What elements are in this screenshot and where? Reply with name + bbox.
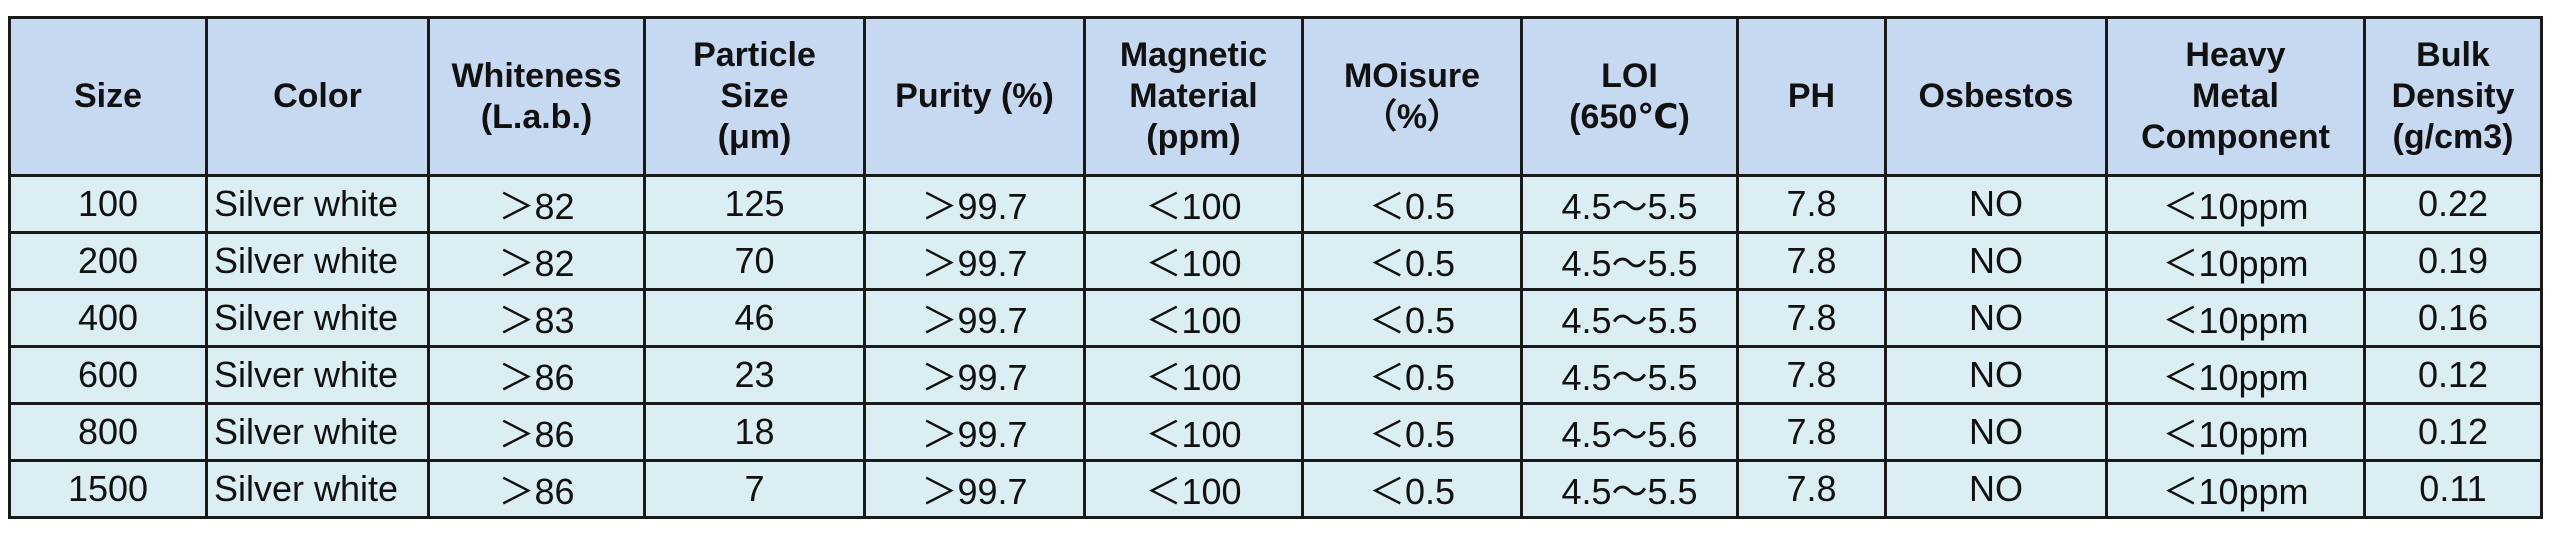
header-cell: PH: [1736, 16, 1887, 177]
table-cell: ＜0.5: [1301, 174, 1523, 234]
table-cell: ＜100: [1083, 288, 1304, 348]
table-cell: ＜100: [1083, 174, 1304, 234]
table-cell: Silver white: [205, 402, 430, 462]
table-cell: ＜10ppm: [2105, 288, 2366, 348]
table-cell: ＞86: [427, 459, 646, 519]
table-cell: 4.5～5.5: [1520, 231, 1739, 291]
table-row: 200 Silver white ＞82 70 ＞99.7 ＜100 ＜0.5 4.5～5.5…: [8, 231, 2543, 291]
table-cell: 0.19: [2363, 231, 2543, 291]
table-row: 400 Silver white ＞83 46 ＞99.7 ＜100 ＜0.5 4.5～5.5…: [8, 288, 2543, 348]
table-cell: 4.5～5.5: [1520, 459, 1739, 519]
table-cell: ＜10ppm: [2105, 345, 2366, 405]
table-cell: NO: [1884, 459, 2108, 519]
table-cell: Silver white: [205, 459, 430, 519]
table-row: 100 Silver white ＞82 125 ＞99.7 ＜100 ＜0.5 4.5～5.…: [8, 174, 2543, 234]
table-cell: 0.22: [2363, 174, 2543, 234]
header-cell: MOisure （%）: [1301, 16, 1523, 177]
table-cell: 7.8: [1736, 345, 1887, 405]
table-cell: 1500: [8, 459, 208, 519]
table-cell: ＞99.7: [863, 288, 1086, 348]
table-cell: NO: [1884, 402, 2108, 462]
table-cell: 18: [643, 402, 866, 462]
table-cell: 7: [643, 459, 866, 519]
table-cell: NO: [1884, 345, 2108, 405]
table-cell: NO: [1884, 288, 2108, 348]
table-cell: ＜0.5: [1301, 288, 1523, 348]
table-cell: ＜10ppm: [2105, 231, 2366, 291]
table-cell: ＜100: [1083, 231, 1304, 291]
table-cell: ＜100: [1083, 345, 1304, 405]
header-row: Size Color Whiteness (L.a.b.) Particle Size…: [8, 16, 2543, 177]
header-cell: Purity (%): [863, 16, 1086, 177]
table-cell: ＞83: [427, 288, 646, 348]
table-cell: 100: [8, 174, 208, 234]
table-cell: ＞99.7: [863, 402, 1086, 462]
table-cell: Silver white: [205, 174, 430, 234]
table-cell: ＜0.5: [1301, 459, 1523, 519]
table-cell: ＞99.7: [863, 459, 1086, 519]
header-cell: Color: [205, 16, 430, 177]
table-cell: 0.16: [2363, 288, 2543, 348]
table-cell: ＜10ppm: [2105, 459, 2366, 519]
table-cell: NO: [1884, 174, 2108, 234]
table-cell: ＞99.7: [863, 231, 1086, 291]
header-cell: Heavy Metal Component: [2105, 16, 2366, 177]
header-cell: Bulk Density (g/cm3): [2363, 16, 2543, 177]
table-cell: 7.8: [1736, 288, 1887, 348]
table-cell: ＜0.5: [1301, 402, 1523, 462]
header-cell: Magnetic Material (ppm): [1083, 16, 1304, 177]
table-row: 800 Silver white ＞86 18 ＞99.7 ＜100 ＜0.5 4.5～5.6…: [8, 402, 2543, 462]
table-cell: ＜0.5: [1301, 231, 1523, 291]
header-cell: Osbestos: [1884, 16, 2108, 177]
table-cell: 4.5～5.5: [1520, 288, 1739, 348]
table-cell: ＞82: [427, 231, 646, 291]
table-cell: Silver white: [205, 231, 430, 291]
table-cell: ＜10ppm: [2105, 174, 2366, 234]
table-cell: 0.11: [2363, 459, 2543, 519]
table-container: Size Color Whiteness (L.a.b.) Particle Size…: [8, 16, 2543, 519]
table-cell: 125: [643, 174, 866, 234]
table-cell: 4.5～5.6: [1520, 402, 1739, 462]
header-cell: Whiteness (L.a.b.): [427, 16, 646, 177]
table-cell: 46: [643, 288, 866, 348]
table-cell: ＜0.5: [1301, 345, 1523, 405]
table-cell: ＞99.7: [863, 345, 1086, 405]
table-cell: ＞86: [427, 345, 646, 405]
table-body: 100 Silver white ＞82 125 ＞99.7 ＜100 ＜0.5 4.5～5.…: [8, 174, 2543, 519]
spec-table: Size Color Whiteness (L.a.b.) Particle Size…: [8, 16, 2543, 519]
table-row: 1500 Silver white ＞86 7 ＞99.7 ＜100 ＜0.5 4.5～5.5…: [8, 459, 2543, 519]
table-cell: 7.8: [1736, 459, 1887, 519]
table-cell: 70: [643, 231, 866, 291]
table-cell: 7.8: [1736, 231, 1887, 291]
table-cell: ＞86: [427, 402, 646, 462]
table-cell: 23: [643, 345, 866, 405]
table-cell: Silver white: [205, 288, 430, 348]
table-cell: 4.5～5.5: [1520, 174, 1739, 234]
table-cell: 200: [8, 231, 208, 291]
header-cell: LOI (650℃): [1520, 16, 1739, 177]
table-cell: 0.12: [2363, 345, 2543, 405]
table-cell: NO: [1884, 231, 2108, 291]
table-cell: ＜100: [1083, 459, 1304, 519]
table-cell: ＞99.7: [863, 174, 1086, 234]
table-cell: 7.8: [1736, 174, 1887, 234]
table-row: 600 Silver white ＞86 23 ＞99.7 ＜100 ＜0.5 4.5～5.5…: [8, 345, 2543, 405]
table-cell: 800: [8, 402, 208, 462]
table-cell: 4.5～5.5: [1520, 345, 1739, 405]
header-cell: Size: [8, 16, 208, 177]
table-cell: ＞82: [427, 174, 646, 234]
table-cell: 600: [8, 345, 208, 405]
header-cell: Particle Size (μm): [643, 16, 866, 177]
table-cell: ＜100: [1083, 402, 1304, 462]
table-cell: ＜10ppm: [2105, 402, 2366, 462]
table-cell: 400: [8, 288, 208, 348]
table-cell: Silver white: [205, 345, 430, 405]
table-cell: 0.12: [2363, 402, 2543, 462]
table-cell: 7.8: [1736, 402, 1887, 462]
